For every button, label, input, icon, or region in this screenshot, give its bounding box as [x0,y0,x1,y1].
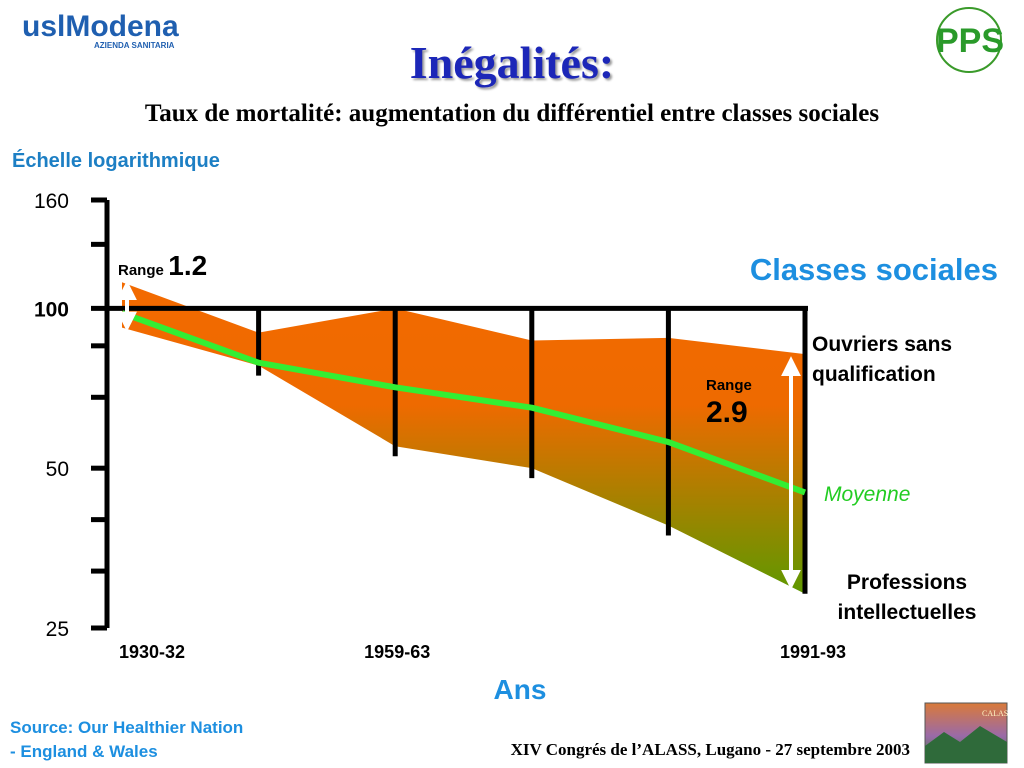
usl-modena-logo-subtext: AZIENDA SANITARIA [94,41,175,50]
page-title: Inégalités: [409,37,615,88]
x-axis-title: Ans [493,674,547,705]
legend-ouvriers-label: Ouvriers sans qualification [812,333,953,386]
legend-professions-label: Professions intellectuelles [837,571,977,624]
pps-logo-text: PPS [936,22,1004,60]
source-line-1: Source: Our Healthier Nation [10,718,244,737]
source-line-2: - England & Wales [10,742,158,761]
range-word-1930: Range [118,262,164,279]
legend-moyenne-label: Moyenne [824,483,911,506]
range-band [122,282,805,594]
x-tick-label: 1991-93 [780,642,846,662]
legend-title: Classes sociales [749,252,998,287]
range-annotation-1930: Range 1.2 [118,250,207,282]
calass-poster-text: CALASS 2003 [982,709,1008,718]
y-tick-label: 25 [46,618,69,641]
pps-logo-ring [936,7,1002,73]
range-annotation-1991: Range 2.9 [706,376,752,430]
range-value-1930: 1.2 [168,250,208,281]
x-tick-label: 1959-63 [364,642,430,662]
y-tick-label: 160 [34,190,69,213]
page-subtitle: Taux de mortalité: augmentation du diffé… [144,100,880,127]
average-line [120,310,807,496]
pps-logo: PPS [936,7,1004,73]
y-tick-label: 50 [46,458,69,481]
calass-poster-logo: CALASS 2003 [924,702,1008,764]
legend-professions: Professions intellectuelles [812,568,1002,628]
log-scale-note: Échelle logarithmique [12,150,220,172]
usl-modena-logo-text: uslModena [22,10,179,43]
legend-ouvriers: Ouvriers sans qualification [812,330,1002,390]
y-tick-label: 100 [34,298,69,321]
conference-footer: XIV Congrés de l’ALASS, Lugano - 27 sept… [510,740,910,759]
legend-moyenne: Moyenne [824,483,910,507]
source-note: Source: Our Healthier Nation - England &… [10,716,243,764]
range-value-1991: 2.9 [706,396,748,429]
range-word-1991: Range [706,377,752,394]
x-tick-label: 1930-32 [119,642,185,662]
usl-modena-logo: uslModena AZIENDA SANITARIA [22,10,179,50]
